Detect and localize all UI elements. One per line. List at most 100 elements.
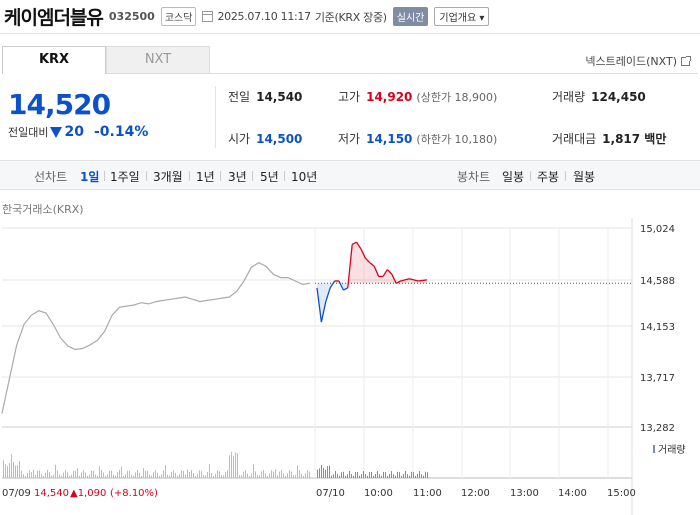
volume-bar [61, 475, 62, 478]
volume-bar [205, 475, 206, 478]
volume-bar [225, 471, 226, 478]
volume-bar [271, 470, 272, 478]
tab-nxt[interactable]: NXT [106, 46, 210, 74]
volume-bar [189, 472, 190, 478]
volume-bar [203, 475, 204, 478]
volume-bar [413, 472, 414, 478]
x-tick: 15:00 [607, 488, 636, 499]
volume-bar [93, 470, 94, 478]
volume-bar [47, 470, 48, 478]
volume-bar [369, 472, 370, 478]
period-separator [565, 171, 566, 181]
volume-bar [149, 474, 150, 478]
stat-label: 저가 [338, 132, 361, 146]
tab-krx[interactable]: KRX [2, 46, 106, 74]
period-3m[interactable]: 3개월 [153, 170, 183, 184]
candle-daily[interactable]: 일봉 [502, 170, 525, 184]
period-1y[interactable]: 1년 [196, 170, 215, 184]
period-3y[interactable]: 3년 [228, 170, 247, 184]
stat-label: 거래량 [552, 90, 586, 104]
volume-bar [317, 469, 318, 478]
volume-bar [145, 470, 146, 478]
volume-bar [363, 471, 364, 478]
stat-value: 14,920 [366, 90, 413, 104]
x-tick: 10:00 [364, 488, 393, 499]
line-chart-label: 선차트 [34, 170, 68, 184]
period-5y[interactable]: 5년 [260, 170, 279, 184]
volume-bar [129, 470, 130, 478]
today-fill-segment [321, 283, 326, 323]
volume-bar [373, 475, 374, 478]
volume-bar [281, 470, 282, 478]
volume-bar [207, 471, 208, 478]
volume-bar [427, 472, 428, 478]
today-line-segment [347, 244, 353, 288]
volume-bar [143, 468, 144, 478]
volume-bar [11, 454, 12, 478]
volume-bar [275, 469, 276, 478]
volume-bar [391, 471, 392, 478]
volume-bar [177, 475, 178, 478]
volume-bar [183, 471, 184, 478]
volume-bar [91, 470, 92, 478]
volume-bar [253, 464, 254, 478]
volume-bar [179, 474, 180, 478]
volume-bar [295, 475, 296, 478]
candle-monthly[interactable]: 월봉 [573, 170, 596, 184]
period-10y[interactable]: 10년 [291, 170, 318, 184]
volume-bar [331, 475, 332, 478]
stats-divider [215, 86, 216, 148]
x-axis-ticks: 07/10 10:00 11:00 12:00 13:00 14:00 15:0… [316, 488, 636, 499]
volume-bar [153, 472, 154, 478]
period-1d[interactable]: 1일 [80, 170, 100, 184]
volume-bar [69, 475, 70, 478]
today-line-segment [391, 273, 397, 284]
volume-bar [267, 476, 268, 478]
volume-bar [63, 472, 64, 478]
volume-bar [309, 471, 310, 478]
today-line-segment [316, 287, 323, 323]
today-fill-segment [365, 258, 370, 284]
volume-bar [251, 473, 252, 478]
period-1w[interactable]: 1주일 [110, 170, 140, 184]
volume-bar [223, 475, 224, 478]
price-chart[interactable]: 15,024 14,588 14,153 13,717 13,282 거래량 0… [0, 218, 700, 515]
volume-bar [89, 474, 90, 478]
volume-bar [127, 470, 128, 478]
today-line-segment [320, 301, 327, 323]
volume-bar [119, 470, 120, 478]
stat-label: 시가 [228, 132, 251, 146]
today-fill-segment [383, 269, 388, 284]
volume-bar [51, 475, 52, 478]
volume-bar [365, 474, 366, 478]
today-line-segment [404, 278, 410, 281]
realtime-button[interactable]: 실시간 [392, 7, 429, 26]
today-line-segment [395, 280, 401, 284]
volume-bar [215, 473, 216, 478]
volume-bar [13, 462, 14, 478]
market-badge: 코스닥 [160, 7, 197, 26]
volume-bar [137, 470, 138, 478]
candle-weekly[interactable]: 주봉 [537, 170, 560, 184]
company-overview-dropdown[interactable]: 기업개요 ▾ [434, 7, 490, 26]
volume-bar [421, 474, 422, 478]
volume-bar [233, 455, 234, 478]
stat-value: 14,540 [256, 90, 303, 104]
volume-bar [353, 475, 354, 478]
stat-volume: 거래량 124,450 [552, 88, 646, 105]
price-change: 전일대비 20 -0.14% [8, 124, 148, 140]
external-link-icon [681, 55, 691, 66]
nextrade-link[interactable]: 넥스트레이드(NXT) [585, 53, 691, 69]
volume-bar [147, 470, 148, 478]
today-line-segment [413, 279, 419, 282]
change-label: 전일대비 [8, 126, 49, 139]
x-tick: 12:00 [461, 488, 490, 499]
volume-bar [371, 471, 372, 478]
volume-bar [357, 471, 358, 478]
today-line-segment [422, 279, 428, 282]
today-line-segment [373, 265, 380, 277]
volume-bar [419, 471, 420, 478]
volume-bar [417, 473, 418, 478]
volume-bar [175, 472, 176, 478]
stat-value: 14,500 [256, 132, 303, 146]
